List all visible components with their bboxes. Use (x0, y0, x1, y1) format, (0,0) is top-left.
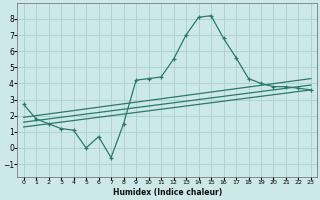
X-axis label: Humidex (Indice chaleur): Humidex (Indice chaleur) (113, 188, 222, 197)
